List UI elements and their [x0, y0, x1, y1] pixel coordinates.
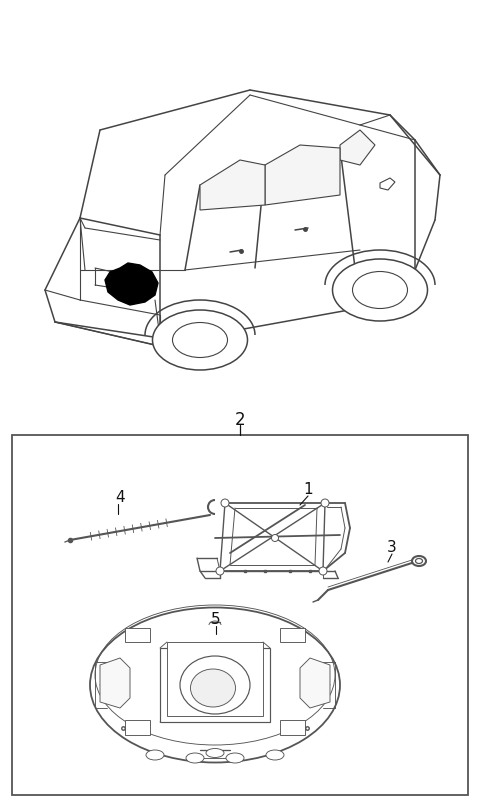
Polygon shape — [125, 628, 150, 642]
Ellipse shape — [191, 669, 236, 707]
Polygon shape — [100, 658, 130, 708]
Polygon shape — [280, 720, 305, 735]
Ellipse shape — [412, 556, 426, 566]
Polygon shape — [125, 720, 150, 735]
Polygon shape — [200, 160, 265, 210]
Text: 4: 4 — [115, 491, 125, 505]
Polygon shape — [265, 145, 340, 205]
Bar — [12, 435, 468, 795]
Polygon shape — [160, 648, 270, 722]
Text: 2: 2 — [235, 411, 245, 429]
Ellipse shape — [186, 753, 204, 763]
Circle shape — [319, 567, 327, 575]
Ellipse shape — [206, 748, 224, 757]
Polygon shape — [105, 263, 158, 305]
Polygon shape — [280, 628, 305, 642]
Circle shape — [216, 567, 224, 575]
Text: 5: 5 — [211, 612, 221, 628]
Ellipse shape — [153, 310, 248, 370]
Ellipse shape — [146, 750, 164, 760]
Circle shape — [272, 535, 278, 542]
Ellipse shape — [172, 322, 228, 357]
Polygon shape — [380, 178, 395, 190]
Polygon shape — [167, 642, 263, 716]
Ellipse shape — [226, 753, 244, 763]
Polygon shape — [340, 130, 375, 165]
Ellipse shape — [90, 608, 340, 762]
Ellipse shape — [266, 750, 284, 760]
Ellipse shape — [416, 559, 422, 564]
Text: 1: 1 — [303, 483, 313, 497]
Ellipse shape — [352, 271, 408, 309]
Polygon shape — [300, 658, 330, 708]
Circle shape — [321, 499, 329, 507]
Ellipse shape — [180, 656, 250, 714]
Text: 3: 3 — [387, 540, 397, 556]
Ellipse shape — [333, 259, 428, 321]
Circle shape — [221, 499, 229, 507]
